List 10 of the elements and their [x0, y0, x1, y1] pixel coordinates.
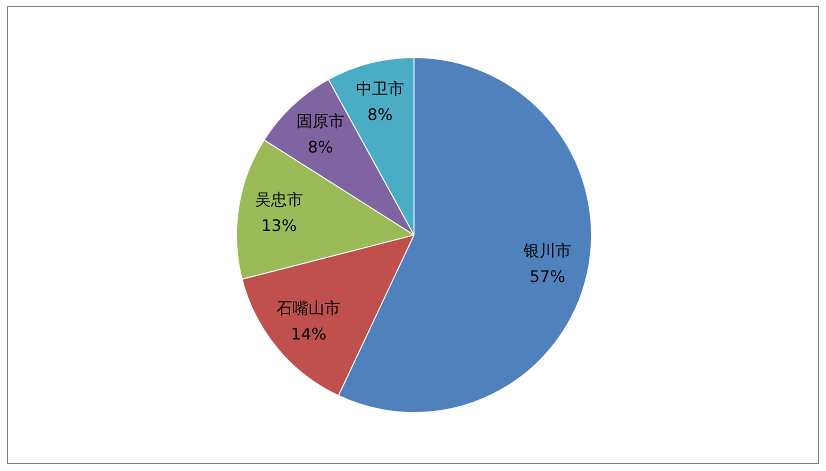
data-label: 8% [308, 138, 334, 157]
slice-label: 固原市 [296, 112, 344, 131]
slice-label: 石嘴山市 [276, 298, 341, 318]
slice-label: 银川市 [522, 240, 572, 260]
slice-label: 吴忠市 [255, 190, 304, 209]
slice-label: 中卫市 [356, 78, 404, 98]
data-label: 13% [261, 216, 297, 235]
data-label: 8% [367, 104, 393, 124]
data-label: 57% [530, 266, 566, 286]
data-label: 14% [290, 324, 326, 344]
